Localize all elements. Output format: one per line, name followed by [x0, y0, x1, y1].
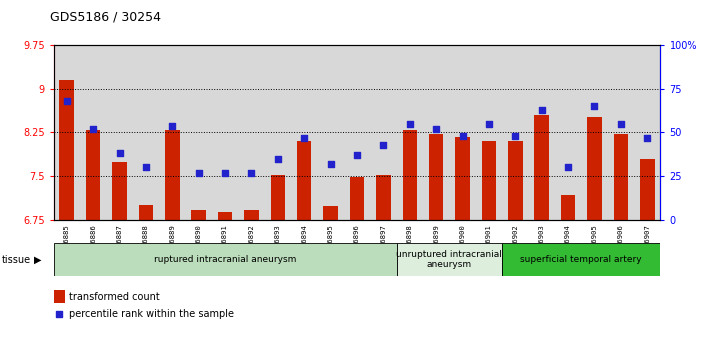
- Bar: [291, 45, 318, 220]
- Bar: [449, 45, 476, 220]
- Text: percentile rank within the sample: percentile rank within the sample: [69, 309, 234, 319]
- Point: [615, 121, 627, 127]
- Point: [298, 135, 310, 140]
- Point: [87, 126, 99, 132]
- Bar: [502, 45, 528, 220]
- Bar: [396, 243, 502, 276]
- Bar: [423, 45, 449, 220]
- Bar: [376, 175, 391, 220]
- Point: [457, 133, 468, 139]
- Bar: [212, 45, 238, 220]
- Point: [219, 170, 231, 175]
- Bar: [106, 45, 133, 220]
- Bar: [80, 45, 106, 220]
- Bar: [54, 45, 80, 220]
- Bar: [186, 45, 212, 220]
- Point: [589, 103, 600, 109]
- Point: [563, 164, 574, 170]
- Bar: [139, 205, 154, 220]
- Bar: [396, 45, 423, 220]
- Point: [54, 311, 65, 317]
- Bar: [456, 136, 470, 220]
- Bar: [370, 45, 396, 220]
- Text: unruptured intracranial
aneurysm: unruptured intracranial aneurysm: [396, 250, 502, 269]
- Bar: [613, 134, 628, 220]
- Point: [378, 142, 389, 148]
- Bar: [318, 45, 344, 220]
- Bar: [244, 210, 258, 220]
- Bar: [271, 175, 285, 220]
- Point: [536, 107, 548, 113]
- Bar: [429, 134, 443, 220]
- Bar: [476, 45, 502, 220]
- Point: [325, 161, 336, 167]
- Bar: [403, 130, 417, 220]
- Point: [483, 121, 495, 127]
- Bar: [238, 45, 265, 220]
- Bar: [560, 195, 575, 220]
- Text: ruptured intracranial aneurysm: ruptured intracranial aneurysm: [154, 255, 296, 264]
- Bar: [54, 243, 396, 276]
- Point: [431, 126, 442, 132]
- Bar: [528, 45, 555, 220]
- Bar: [112, 162, 127, 220]
- Bar: [482, 141, 496, 220]
- Bar: [218, 212, 232, 220]
- Point: [193, 170, 204, 175]
- Bar: [297, 141, 311, 220]
- Bar: [555, 45, 581, 220]
- Bar: [133, 45, 159, 220]
- Point: [642, 135, 653, 140]
- Text: superficial temporal artery: superficial temporal artery: [521, 255, 642, 264]
- Bar: [502, 243, 660, 276]
- Point: [61, 98, 72, 104]
- Point: [246, 170, 257, 175]
- Bar: [86, 130, 101, 220]
- Text: GDS5186 / 30254: GDS5186 / 30254: [50, 11, 161, 24]
- Bar: [581, 45, 608, 220]
- Text: tissue: tissue: [1, 254, 31, 265]
- Point: [140, 164, 151, 170]
- Bar: [608, 45, 634, 220]
- Bar: [508, 141, 523, 220]
- Bar: [323, 206, 338, 220]
- Bar: [344, 45, 370, 220]
- Bar: [634, 45, 660, 220]
- Bar: [535, 115, 549, 220]
- Bar: [265, 45, 291, 220]
- Point: [272, 156, 283, 162]
- Bar: [587, 117, 602, 220]
- Bar: [159, 45, 186, 220]
- Point: [351, 152, 363, 158]
- Point: [114, 151, 125, 156]
- Bar: [54, 290, 65, 303]
- Bar: [59, 80, 74, 220]
- Bar: [350, 177, 364, 220]
- Bar: [640, 159, 655, 220]
- Bar: [191, 210, 206, 220]
- Point: [510, 133, 521, 139]
- Bar: [165, 130, 179, 220]
- Point: [166, 123, 178, 129]
- Text: transformed count: transformed count: [69, 292, 160, 302]
- Text: ▶: ▶: [34, 254, 42, 265]
- Point: [404, 121, 416, 127]
